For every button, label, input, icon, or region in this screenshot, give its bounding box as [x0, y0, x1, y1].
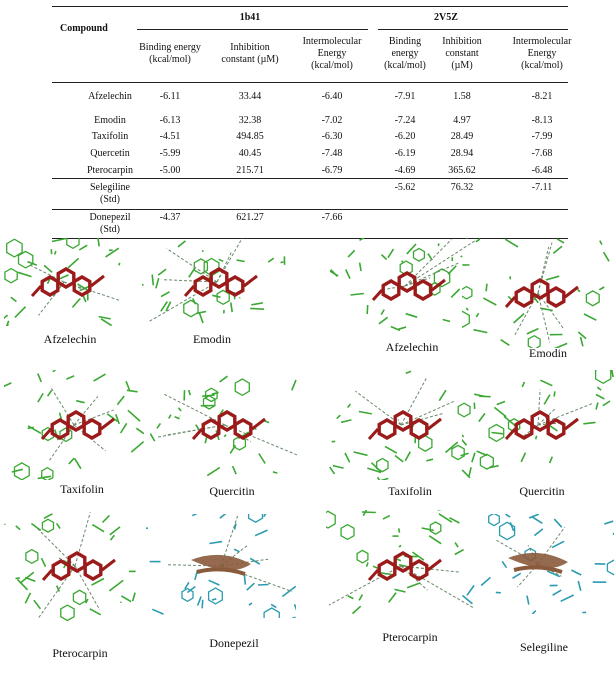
- table-cell: -6.13: [159, 115, 181, 126]
- row-name: Taxifolin: [91, 131, 129, 142]
- table-cell: -6.40: [321, 91, 343, 102]
- row-name: (Std): [100, 194, 120, 205]
- docking-pose-image: [326, 370, 476, 480]
- docking-pose-image: [150, 370, 300, 480]
- table-cell: -6.79: [321, 165, 343, 176]
- table-cell: -4.51: [159, 131, 181, 142]
- table-bottom-rule: [52, 238, 568, 239]
- figure-caption: Quercitin: [209, 484, 255, 498]
- docking-pose-image: [326, 510, 476, 622]
- table-cell: -7.91: [394, 91, 416, 102]
- table-cell: -5.00: [159, 165, 181, 176]
- row-name: Quercetin: [90, 148, 130, 159]
- column-header-1: Binding energy: [139, 42, 201, 53]
- docking-pose-image: [462, 514, 614, 614]
- table-cell: -7.24: [394, 115, 416, 126]
- group-header-2v5z: 2V5Z: [434, 12, 458, 23]
- table-cell: 40.45: [238, 148, 262, 159]
- table-cell: -7.11: [531, 182, 553, 193]
- column-header-6: Intermolecular: [512, 36, 572, 47]
- table-cell: -8.13: [531, 115, 553, 126]
- row-name: Selegiline: [90, 182, 130, 193]
- column-header-1: (kcal/mol): [149, 54, 191, 65]
- figure-caption: Pterocarpin: [52, 646, 108, 660]
- table-cell: -6.11: [159, 91, 181, 102]
- column-header-2: Inhibition: [230, 42, 270, 53]
- header-bottom-rule: [52, 82, 568, 83]
- column-header-5: Inhibition: [442, 36, 482, 47]
- table-cell: 1.58: [453, 91, 471, 102]
- docking-pose-image: [142, 238, 292, 326]
- table-cell: -7.02: [321, 115, 343, 126]
- table-cell: -6.48: [531, 165, 553, 176]
- figure-caption: Donepezil: [209, 636, 259, 650]
- figure-caption: Selegiline: [520, 640, 568, 654]
- row-name: Donepezil: [89, 212, 131, 223]
- docking-pose-figures: Afzelechin Emodin Afzelechin Emodin Taxifoli…: [0, 238, 614, 674]
- table-cell: 33.44: [238, 91, 262, 102]
- figure-caption: Emodin: [529, 346, 567, 360]
- group-underline-1b41: [137, 29, 368, 30]
- table-cell: -5.62: [394, 182, 416, 193]
- table-cell: -7.99: [531, 131, 553, 142]
- docking-pose-image: [330, 238, 480, 334]
- column-header-4: Binding: [388, 36, 422, 47]
- docking-pose-image: [462, 370, 614, 480]
- donepezil-top-rule: [52, 209, 568, 210]
- figure-caption: Quercitin: [519, 484, 565, 498]
- docking-results-table: Compound 1b41 2V5Z Binding energy (kcal/m…: [0, 0, 614, 240]
- docking-pose-image: [4, 510, 146, 622]
- docking-pose-image: [4, 370, 144, 480]
- column-header-5: constant: [445, 48, 479, 59]
- row-name: Pterocarpin: [86, 165, 134, 176]
- table-cell: -5.99: [159, 148, 181, 159]
- table-cell: -6.20: [394, 131, 416, 142]
- column-header-4: (kcal/mol): [384, 60, 426, 71]
- table-cell: 4.97: [453, 115, 471, 126]
- table-cell: -8.21: [531, 91, 553, 102]
- selegiline-top-rule: [52, 178, 568, 179]
- column-header-3: Intermolecular: [302, 36, 362, 47]
- figure-caption: Emodin: [193, 332, 231, 346]
- table-cell: -4.69: [394, 165, 416, 176]
- compound-header: Compound: [60, 23, 108, 34]
- table-top-rule: [52, 6, 568, 7]
- column-header-3: (kcal/mol): [311, 60, 353, 71]
- group-underline-2v5z: [378, 29, 568, 30]
- table-cell: 32.38: [238, 115, 262, 126]
- table-cell: 215.71: [236, 165, 264, 176]
- row-name: (Std): [100, 224, 120, 235]
- docking-pose-image: [4, 238, 124, 326]
- figure-caption: Afzelechin: [43, 332, 97, 346]
- column-header-6: (kcal/mol): [521, 60, 563, 71]
- column-header-5: (µM): [451, 60, 473, 71]
- table-cell: -7.48: [321, 148, 343, 159]
- table-cell: 28.49: [450, 131, 474, 142]
- group-header-1b41: 1b41: [239, 12, 261, 23]
- figure-caption: Pterocarpin: [382, 630, 438, 644]
- table-cell: -6.30: [321, 131, 343, 142]
- figure-caption: Taxifolin: [60, 482, 104, 496]
- table-cell: 494.85: [236, 131, 264, 142]
- figure-caption: Afzelechin: [385, 340, 439, 354]
- table-cell: 365.62: [448, 165, 476, 176]
- table-cell: -6.19: [394, 148, 416, 159]
- column-header-2: constant (µM): [221, 54, 279, 65]
- table-cell: 621.27: [236, 212, 264, 223]
- docking-pose-image: [462, 238, 614, 348]
- table-cell: 28.94: [450, 148, 474, 159]
- row-name: Afzelechin: [88, 91, 132, 102]
- column-header-3: Energy: [317, 48, 347, 59]
- docking-pose-image: [146, 514, 296, 618]
- table-cell: -7.68: [531, 148, 553, 159]
- table-cell: -4.37: [159, 212, 181, 223]
- column-header-6: Energy: [527, 48, 557, 59]
- figure-caption: Taxifolin: [388, 484, 432, 498]
- column-header-4: energy: [391, 48, 419, 59]
- table-cell: 76.32: [450, 182, 474, 193]
- table-cell: -7.66: [321, 212, 343, 223]
- row-name: Emodin: [94, 115, 126, 126]
